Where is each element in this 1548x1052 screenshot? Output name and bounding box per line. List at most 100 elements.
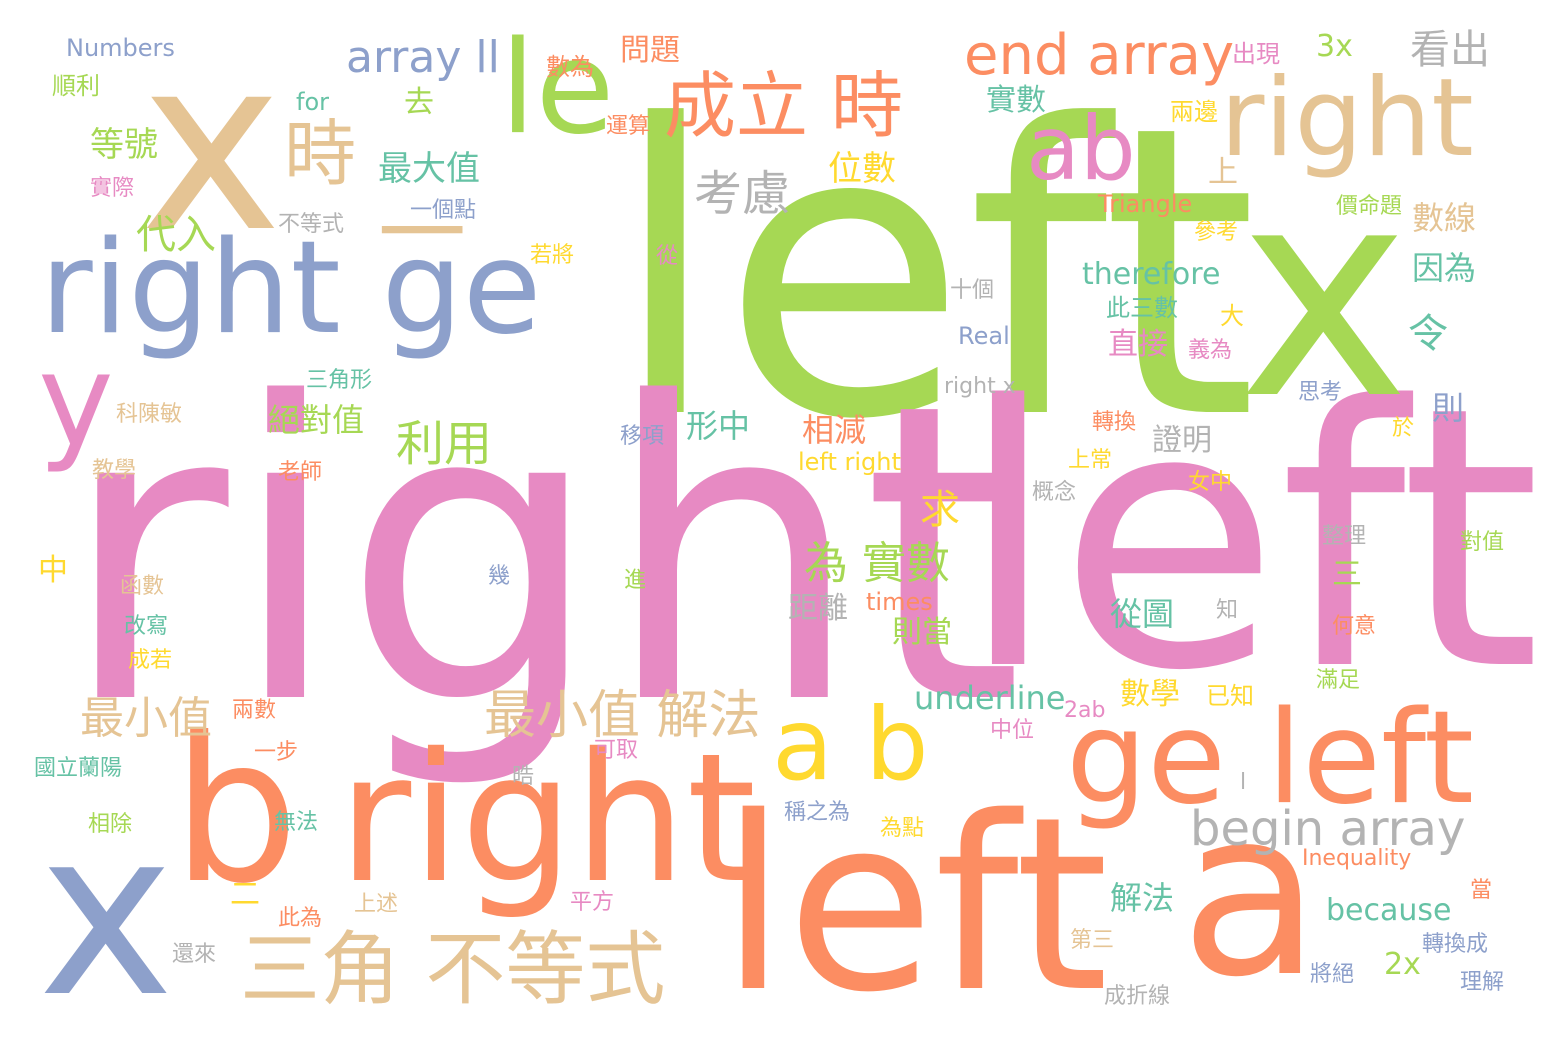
word: 將絕 [1310,962,1355,987]
word: 老師 [278,460,323,485]
word: 令 [1408,311,1448,357]
word: 數線 [1412,199,1477,237]
word: 順利 [52,72,100,100]
word: 相除 [88,812,133,837]
word: 數學 [1120,677,1180,712]
word: right ge [40,214,542,363]
word: 實際 [90,176,135,201]
word: 從 [656,244,679,269]
word: ge left [1066,684,1474,833]
word: right [338,715,757,922]
word: y [38,327,114,476]
word: 最小值 解法 [484,686,761,746]
word: left right [798,448,901,476]
word: 實數 [986,83,1046,118]
word: 相減 [802,411,867,449]
word: 2x [1384,947,1421,982]
word: 當 [1470,878,1493,903]
word: 因為 [1412,249,1477,287]
word: 中 [38,553,68,588]
word: 成立 時 [664,64,903,148]
word: 十個 [950,278,995,303]
word: le [500,14,615,163]
word: 兩邊 [1170,98,1218,126]
word: left [958,330,1542,749]
word: times [866,588,933,616]
word: 代入 [136,212,216,258]
word: Real [958,322,1010,350]
word: 時 [284,112,357,196]
word: 成折線 [1104,984,1171,1009]
word: x [1238,126,1410,463]
word: 二 [230,877,260,912]
word: 看出 [1410,27,1490,73]
word: ab [1026,97,1136,200]
word: 數為 [546,53,594,81]
word: a b [772,686,929,803]
word: 此為 [278,906,323,931]
word: 求 [920,487,960,533]
word: 科陳敏 [116,402,183,427]
word: 大 [1220,302,1244,330]
word: Triangle [1098,190,1193,218]
word: 3x [1316,29,1353,64]
word: 利用 [396,416,493,472]
word: 為 實數 [804,538,950,589]
word: 上常 [1068,448,1113,473]
word: 為點 [880,816,925,841]
word: 距離 [788,591,848,626]
word: 價命題 [1336,194,1403,219]
word: right x [944,374,1016,399]
word: 進 [624,568,647,593]
word: 教學 [92,458,137,483]
word: Numbers [66,34,175,62]
word: left [720,765,1109,1045]
word: 參考 [1194,220,1239,245]
word: 轉換 [1092,410,1137,435]
word: 幾 [488,564,511,589]
word: 第三 [1070,928,1115,953]
word: 運算 [606,114,651,139]
word: 等號 [90,125,158,165]
word: 此三數 [1106,294,1178,322]
word: 直接 [1108,327,1168,362]
word: 無法 [274,810,319,835]
word: 考慮 [694,166,791,222]
word: because [1326,893,1452,928]
word: 女中 [1188,470,1233,495]
word: x [38,781,175,1048]
word: Inequality [1302,846,1412,871]
word: 證明 [1152,423,1212,458]
word: 不等式 [278,212,345,237]
word: 則 [1432,389,1465,427]
word: 轉換成 [1422,932,1489,957]
word: 三 [1332,557,1362,592]
word: for [296,88,329,116]
word: x [140,5,283,285]
word: begin array [1190,801,1466,857]
word: 晧 [512,764,535,789]
word: 成若 [128,648,173,673]
word: 可取 [594,738,639,763]
word: 從圖 [1110,595,1175,633]
word: 概念 [1032,480,1077,505]
word: underline [914,679,1066,717]
word: 絕對值 [268,401,365,439]
word: 位數 [828,149,896,189]
word: 中位 [990,718,1035,743]
word: 滿足 [1316,668,1361,693]
word: 則當 [892,615,952,650]
word: 一個點 [410,198,477,223]
word: 最小值 [80,693,212,744]
word: l [1240,770,1247,795]
word: 去 [404,85,434,120]
word: 於 [1392,416,1415,441]
word: 義為 [1188,338,1233,363]
word: 理解 [1460,970,1505,995]
word: 思考 [1298,380,1343,405]
word: 還來 [172,942,217,967]
word: 最大值 [378,149,480,189]
word: a [1180,761,1321,1028]
word: 已知 [1206,682,1254,710]
